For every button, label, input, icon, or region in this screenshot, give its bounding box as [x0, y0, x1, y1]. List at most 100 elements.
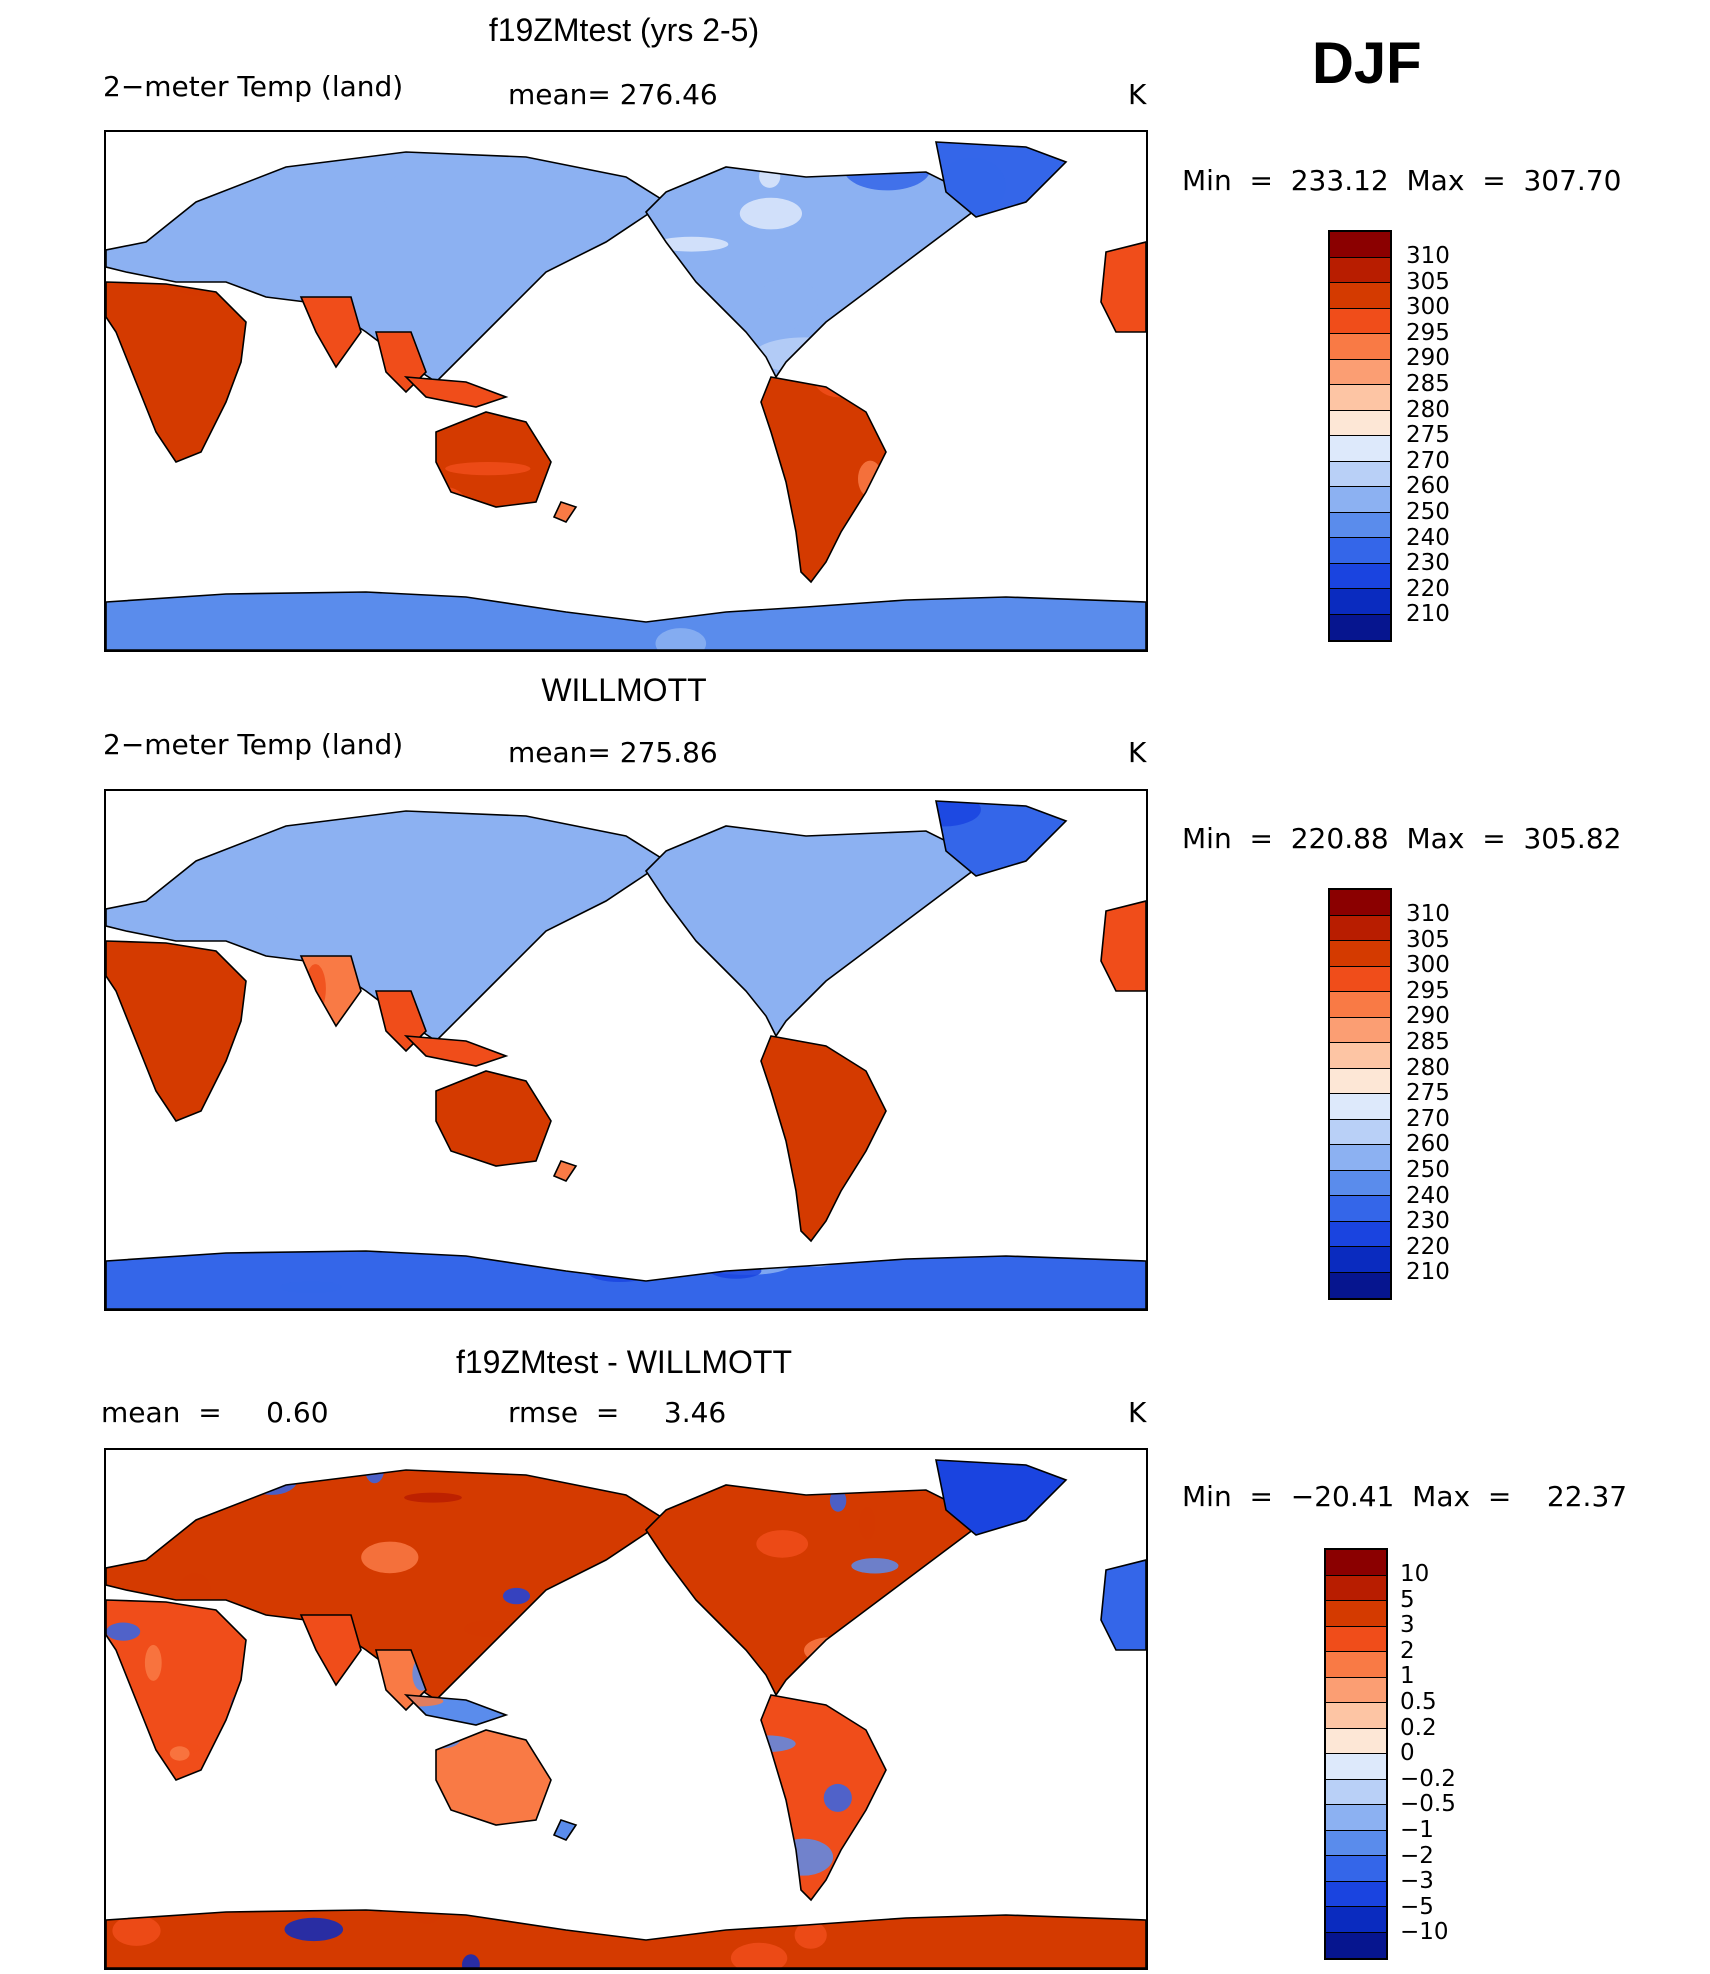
colorbar-swatch: [1330, 308, 1390, 334]
colorbar-swatch: [1326, 1754, 1386, 1780]
coastline-antarctica: [106, 1909, 1146, 1968]
colorbar-tick-label: 220: [1406, 1233, 1450, 1260]
colorbar-swatch: [1326, 1728, 1386, 1754]
colorbar-swatch: [1326, 1881, 1386, 1907]
colorbar-tick-label: 230: [1406, 1208, 1450, 1235]
colorbar-swatch: [1330, 1145, 1390, 1171]
colorbar-swatch: [1330, 1017, 1390, 1043]
land-farafrica: [1101, 1560, 1146, 1650]
colorbar-tick-label: 0.5: [1400, 1688, 1437, 1715]
panel2-colorbar: [1328, 888, 1392, 1300]
colorbar-tick-label: 210: [1406, 601, 1450, 628]
coastline-australia: [435, 411, 552, 508]
colorbar-tick-label: 10: [1400, 1561, 1430, 1587]
colorbar-tick-label: 270: [1406, 447, 1450, 474]
land-greenland: [936, 1460, 1066, 1535]
coastline-india: [299, 955, 362, 1028]
coastline-antarctica: [106, 1250, 1146, 1309]
panel1-colorbar-labels: 310 305 300 295 290 285 280 275 270 260 250 240 230 2…: [1406, 243, 1450, 628]
colorbar-swatch: [1330, 915, 1390, 941]
colorbar-swatch: [1330, 589, 1390, 615]
coastline-africa: [106, 940, 247, 1122]
colorbar-swatch: [1330, 1247, 1390, 1273]
colorbar-tick-label: 300: [1406, 294, 1450, 321]
colorbar-swatch: [1330, 538, 1390, 564]
panel3-map: [104, 1448, 1148, 1970]
land-indonesia: [406, 1695, 506, 1725]
colorbar-tick-label: 260: [1406, 1131, 1450, 1158]
coastline-nz: [552, 1819, 578, 1841]
panel1-colorbar: [1328, 230, 1392, 642]
colorbar-swatch: [1326, 1856, 1386, 1882]
panel3-minmax: Min = −20.41 Max = 22.37: [1182, 1480, 1628, 1513]
colorbar-tick-label: 285: [1406, 1028, 1450, 1055]
colorbar-tick-label: 275: [1406, 1080, 1450, 1107]
colorbar-tick-label: 290: [1406, 345, 1450, 372]
colorbar-tick-label: 270: [1406, 1105, 1450, 1132]
panel3-rmse-label: rmse = 3.46: [508, 1396, 727, 1429]
colorbar-swatch: [1330, 1170, 1390, 1196]
colorbar-swatch: [1330, 1119, 1390, 1145]
colorbar-swatch: [1330, 487, 1390, 513]
colorbar-swatch: [1326, 1805, 1386, 1831]
panel3-units: K: [1128, 1396, 1147, 1429]
colorbar-swatch: [1330, 334, 1390, 360]
colorbar-swatch: [1326, 1932, 1386, 1958]
coastline-southamerica: [760, 1694, 887, 1902]
colorbar-tick-label: −0.5: [1400, 1791, 1456, 1818]
land-indonesia: [406, 1036, 506, 1066]
land-india: [301, 297, 361, 367]
colorbar-swatch: [1330, 385, 1390, 411]
coastline-southamerica: [760, 1035, 887, 1243]
colorbar-tick-label: 305: [1406, 268, 1450, 295]
coastline-nz: [552, 1160, 578, 1182]
colorbar-tick-label: 285: [1406, 370, 1450, 397]
panel3-colorbar-labels: 10 5 3 2 1 0.5 0.2 0 −0.2 −0.5 −1 −2 −3 −5 −10: [1400, 1561, 1456, 1946]
land-africa: [106, 941, 246, 1121]
colorbar-swatch: [1326, 1677, 1386, 1703]
panel1-mean-label: mean= 276.46: [508, 78, 718, 111]
colorbar-tick-label: 0.2: [1400, 1714, 1437, 1741]
panel3-colorbar: [1324, 1548, 1388, 1960]
colorbar-tick-label: 290: [1406, 1003, 1450, 1030]
panel2-map-svg: [106, 800, 1146, 1309]
colorbar-swatch: [1330, 1043, 1390, 1069]
colorbar-swatch: [1330, 1221, 1390, 1247]
panel2-map: [104, 789, 1148, 1311]
colorbar-swatch: [1330, 1272, 1390, 1298]
land-eurasia: [106, 811, 666, 1041]
panel1-left-label: 2−meter Temp (land): [103, 70, 404, 103]
colorbar-swatch: [1330, 966, 1390, 992]
colorbar-tick-label: 250: [1406, 498, 1450, 525]
colorbar-swatch: [1330, 1068, 1390, 1094]
colorbar-swatch: [1330, 410, 1390, 436]
coastline-northamerica: [644, 825, 988, 1038]
colorbar-tick-label: −10: [1400, 1919, 1449, 1946]
panel3-map-svg: [106, 1459, 1146, 1968]
colorbar-swatch: [1330, 359, 1390, 385]
coastline-australia: [435, 1070, 552, 1167]
panel2-left-label: 2−meter Temp (land): [103, 728, 404, 761]
colorbar-tick-label: 275: [1406, 422, 1450, 449]
colorbar-swatch: [1330, 461, 1390, 487]
coastline-southamerica: [760, 376, 887, 584]
colorbar-tick-label: −3: [1400, 1868, 1434, 1895]
colorbar-tick-label: 295: [1406, 319, 1450, 346]
colorbar-swatch: [1326, 1907, 1386, 1933]
coastline-indonesia: [403, 1694, 509, 1726]
land-antarctica: [106, 592, 1146, 650]
colorbar-tick-label: −5: [1400, 1893, 1434, 1920]
coastline-indonesia: [403, 376, 509, 408]
land-australia: [436, 1071, 551, 1166]
land-farafrica: [1101, 901, 1146, 991]
colorbar-tick-label: 260: [1406, 473, 1450, 500]
colorbar-tick-label: 210: [1406, 1259, 1450, 1286]
colorbar-tick-label: 305: [1406, 926, 1450, 953]
colorbar-swatch: [1330, 257, 1390, 283]
colorbar-tick-label: 280: [1406, 1054, 1450, 1081]
coastline-northamerica: [644, 166, 988, 379]
colorbar-tick-label: 240: [1406, 524, 1450, 551]
colorbar-swatch: [1330, 283, 1390, 309]
coastline-eurasia: [106, 810, 668, 1043]
colorbar-swatch: [1330, 232, 1390, 258]
